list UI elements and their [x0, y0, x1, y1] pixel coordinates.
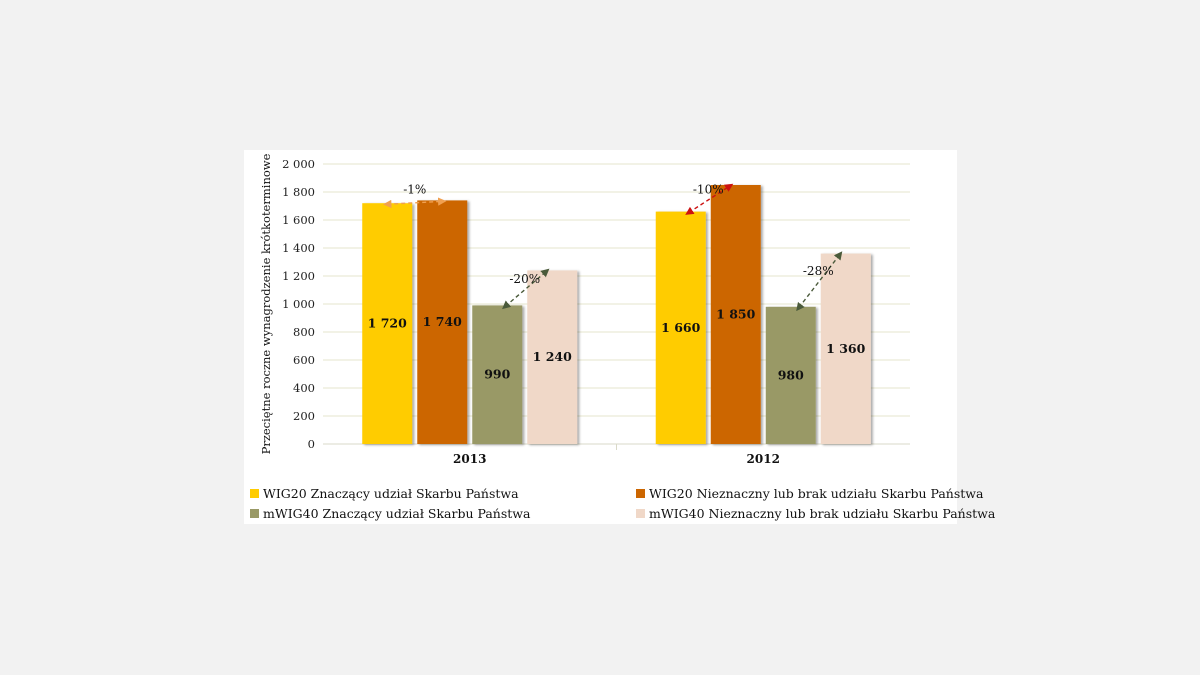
change-percent-label: -20%	[509, 272, 540, 286]
bar	[710, 185, 761, 444]
legend-item-wig20-significant: WIG20 Znaczący udział Skarbu Państwa	[250, 486, 519, 501]
y-tick-label: 2 000	[282, 157, 315, 171]
legend-item-mwig40-significant: mWIG40 Znaczący udział Skarbu Państwa	[250, 506, 530, 521]
bar-value-label: 1 360	[826, 341, 865, 356]
bar-value-label: 1 240	[533, 349, 572, 364]
y-tick-label: 200	[293, 409, 315, 423]
y-tick-label: 800	[293, 325, 315, 339]
change-arrow	[383, 197, 447, 209]
bar-chart: 0 200 400 600 800 1 000 1 200 1 400 1 600 1 800 2 …	[259, 153, 910, 466]
change-arrow	[502, 268, 550, 310]
y-tick-label: 1 000	[282, 297, 315, 311]
bar-value-label: 1 720	[368, 316, 407, 331]
bar	[362, 203, 413, 444]
x-category-label: 2012	[747, 452, 780, 466]
y-tick-label: 1 200	[282, 269, 315, 283]
change-arrow	[685, 183, 734, 215]
legend: WIG20 Znaczący udział Skarbu Państwa WIG…	[244, 480, 995, 524]
bar-value-label: 1 740	[423, 314, 462, 329]
change-percent-label: -1%	[403, 182, 426, 196]
y-tick-label: 600	[293, 353, 315, 367]
legend-label: mWIG40 Nieznaczny lub brak udziału Skarb…	[649, 506, 996, 521]
bar	[765, 306, 816, 444]
change-percent-label: -28%	[803, 264, 834, 278]
change-percent-label: -10%	[693, 182, 724, 196]
y-tick-label: 1 600	[282, 213, 315, 227]
y-tick-label: 1 800	[282, 185, 315, 199]
legend-item-mwig40-minor: mWIG40 Nieznaczny lub brak udziału Skarb…	[636, 506, 995, 521]
y-axis-title: Przeciętne roczne wynagrodzenie krótkote…	[259, 153, 273, 454]
bar-value-label: 1 850	[716, 307, 755, 322]
bar	[655, 211, 706, 444]
legend-item-wig20-minor: WIG20 Nieznaczny lub brak udziału Skarbu…	[636, 486, 983, 501]
legend-swatch	[636, 489, 645, 498]
legend-swatch	[250, 509, 259, 518]
legend-label: WIG20 Znaczący udział Skarbu Państwa	[263, 486, 519, 501]
y-tick-label: 400	[293, 381, 315, 395]
bar	[417, 200, 468, 444]
x-category-label: 2013	[453, 452, 486, 466]
legend-label: mWIG40 Znaczący udział Skarbu Państwa	[263, 506, 531, 521]
bar-value-label: 990	[484, 367, 510, 382]
legend-swatch	[250, 489, 259, 498]
bar-value-label: 980	[778, 367, 804, 382]
bar	[472, 305, 523, 444]
y-tick-label: 1 400	[282, 241, 315, 255]
chart-panel: 0 200 400 600 800 1 000 1 200 1 400 1 600 1 800 2 …	[244, 150, 995, 524]
legend-label: WIG20 Nieznaczny lub brak udziału Skarbu…	[649, 486, 984, 501]
y-tick-label: 0	[308, 437, 315, 451]
legend-swatch	[636, 509, 645, 518]
bar-value-label: 1 660	[661, 320, 700, 335]
